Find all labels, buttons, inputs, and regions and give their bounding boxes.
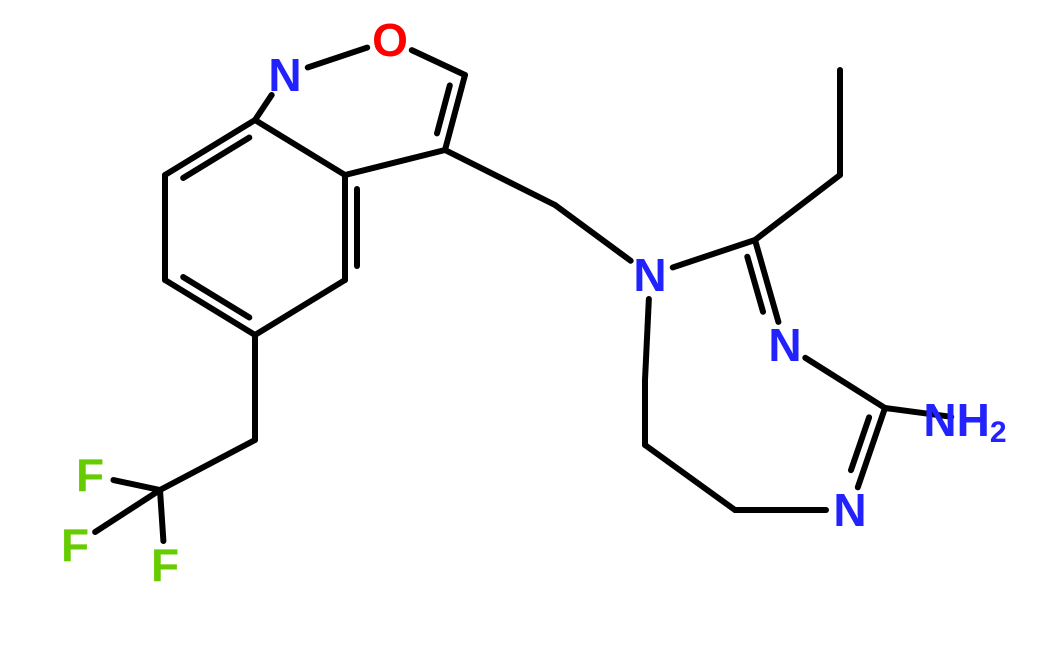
atom-N: N xyxy=(833,484,866,536)
bond xyxy=(160,440,255,490)
atom-N: N xyxy=(633,249,666,301)
bond xyxy=(437,85,450,133)
bond xyxy=(345,150,445,175)
bond xyxy=(95,490,160,532)
atom-F: F xyxy=(61,519,89,571)
molecule-diagram: FFFNONNNNH2 xyxy=(0,0,1053,670)
atom-N: N xyxy=(768,319,801,371)
atom-N: N xyxy=(268,49,301,101)
atom-F: F xyxy=(76,449,104,501)
bond xyxy=(255,120,345,175)
atom-O: O xyxy=(372,14,408,66)
bond xyxy=(645,445,735,510)
bond xyxy=(165,120,255,175)
bond xyxy=(308,48,367,68)
bond xyxy=(165,280,255,335)
atom-F: F xyxy=(151,539,179,591)
bond xyxy=(755,175,840,240)
bond xyxy=(445,150,555,205)
bond xyxy=(555,205,631,261)
bond xyxy=(645,299,649,380)
bond xyxy=(113,480,160,490)
bond xyxy=(160,490,163,541)
bond xyxy=(755,240,778,322)
bond xyxy=(255,280,345,335)
bond xyxy=(673,240,755,267)
bond xyxy=(805,358,885,408)
atom-N: NH2 xyxy=(923,394,1006,449)
bond xyxy=(412,50,465,75)
